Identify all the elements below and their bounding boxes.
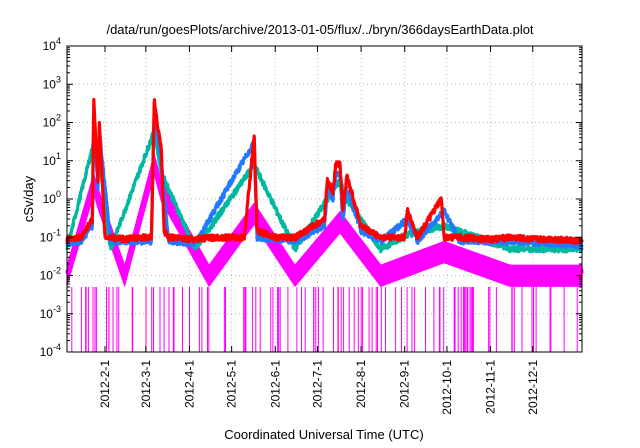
data-point — [334, 163, 338, 166]
y-tick-label: 10-2 — [40, 266, 61, 283]
data-point — [109, 247, 113, 251]
data-point — [155, 121, 159, 124]
data-point — [531, 237, 535, 241]
data-point — [323, 217, 326, 221]
x-tick-label: 2012-5-1 — [225, 360, 239, 408]
data-point — [293, 235, 297, 239]
data-point — [207, 271, 211, 274]
series-line — [65, 97, 584, 246]
data-point — [442, 235, 446, 239]
data-point — [331, 190, 335, 194]
data-point — [242, 235, 246, 239]
data-point — [341, 217, 345, 221]
data-point — [379, 271, 383, 274]
data-point — [123, 271, 127, 274]
data-point — [331, 197, 335, 201]
x-tick-label: 2012-12-1 — [526, 360, 540, 415]
data-point — [379, 239, 383, 243]
data-point — [103, 235, 107, 239]
data-point — [293, 247, 297, 251]
data-point — [345, 174, 349, 178]
data-point — [415, 235, 419, 239]
x-tick-label: 2012-6-1 — [268, 360, 282, 408]
data-point — [293, 271, 297, 274]
data-point — [193, 237, 197, 241]
data-point — [439, 197, 443, 201]
data-point — [489, 237, 492, 241]
series-dropouts — [71, 287, 578, 352]
data-point — [97, 197, 101, 201]
data-point — [508, 235, 512, 239]
data-point — [325, 176, 329, 180]
data-point — [92, 98, 96, 101]
y-ticks: 10-4 10-3 10-2 10-1 100 101 102 103 104 — [40, 36, 582, 359]
y-tick-label: 104 — [43, 36, 61, 53]
data-point — [79, 235, 83, 239]
data-point — [90, 224, 94, 228]
data-point — [137, 235, 141, 239]
data-point — [90, 217, 94, 221]
x-axis-label: Coordinated Universal Time (UTC) — [224, 427, 423, 442]
data-point — [379, 235, 383, 239]
series-2 — [65, 108, 584, 251]
data-point — [123, 237, 127, 241]
data-point — [152, 98, 156, 101]
y-tick-label: 103 — [43, 74, 61, 91]
data-point — [252, 134, 256, 138]
data-point — [214, 235, 218, 239]
data-point — [359, 229, 363, 232]
y-tick-label: 10-3 — [40, 304, 61, 321]
y-tick-label: 101 — [43, 151, 61, 168]
x-tick-label: 2012-11-1 — [484, 360, 498, 414]
data-point — [341, 209, 345, 212]
y-tick-label: 102 — [43, 113, 61, 130]
y-tick-label: 10-4 — [40, 342, 61, 359]
x-ticks: 2012-2-1 2012-3-1 2012-4-1 2012-5-1 2012-6-1… — [98, 46, 540, 415]
data-point — [458, 235, 461, 239]
data-point — [508, 271, 512, 274]
data-point — [359, 224, 363, 228]
data-point — [171, 235, 174, 239]
x-tick-label: 2012-7-1 — [310, 360, 324, 408]
x-tick-label: 2012-3-1 — [139, 360, 153, 408]
data-point — [97, 122, 101, 126]
data-point — [96, 179, 100, 183]
y-tick-label: 10-1 — [40, 227, 61, 244]
series-line — [65, 108, 584, 251]
x-tick-label: 2012-4-1 — [182, 360, 196, 408]
data-point — [255, 235, 259, 239]
data-point — [255, 229, 259, 232]
data-point — [96, 186, 100, 189]
x-tick-label: 2012-8-1 — [354, 360, 368, 408]
data-point — [166, 235, 170, 239]
y-axis-label: cSv/day — [21, 175, 36, 222]
data-point — [403, 235, 407, 239]
data-point — [162, 229, 166, 232]
data-point — [406, 232, 409, 236]
data-point — [338, 161, 342, 164]
x-tick-label: 2012-9-1 — [398, 360, 412, 408]
series-3 — [65, 153, 584, 352]
data-point — [150, 235, 153, 239]
x-tick-label: 2012-2-1 — [98, 360, 112, 408]
chart-title: /data/run/goesPlots/archive/2013-01-05/f… — [106, 22, 533, 37]
data-point — [193, 247, 197, 251]
data-point — [273, 235, 277, 239]
data-point — [442, 247, 446, 251]
data-point — [508, 247, 512, 251]
data-point — [159, 147, 163, 151]
data-point — [338, 217, 342, 221]
y-tick-label: 100 — [43, 189, 61, 206]
series-0 — [65, 97, 584, 246]
data-point — [379, 247, 383, 251]
data-point — [406, 209, 409, 212]
data-point — [551, 237, 554, 241]
series-layer — [65, 97, 584, 352]
data-point — [323, 224, 326, 228]
data-point — [109, 235, 113, 239]
x-tick-label: 2012-10-1 — [440, 360, 454, 415]
